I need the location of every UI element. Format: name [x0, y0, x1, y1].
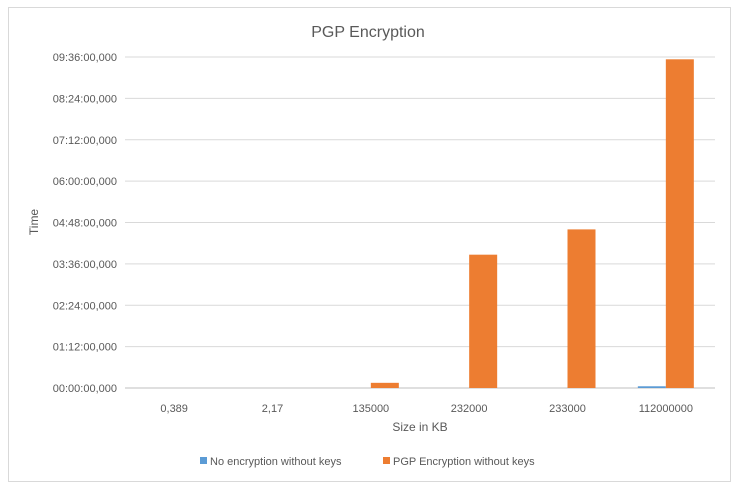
x-tick-label: 2,17 [262, 403, 283, 415]
legend-swatch [383, 457, 390, 464]
gridlines [125, 56, 715, 389]
x-tick-label: 112000000 [639, 403, 693, 415]
bar [567, 229, 596, 388]
y-tick-label: 02:24:00,000 [53, 300, 117, 312]
legend-swatch [200, 457, 207, 464]
bar [469, 254, 498, 388]
y-tick-label: 00:00:00,000 [53, 383, 117, 395]
chart-title: PGP Encryption [311, 24, 425, 41]
bar [665, 59, 694, 388]
y-axis-label: Time [27, 209, 41, 236]
x-axis-label: Size in KB [392, 420, 447, 434]
chart-frame [8, 7, 731, 482]
legend-label: PGP Encryption without keys [393, 456, 535, 468]
x-tick-label: 232000 [451, 403, 488, 415]
y-tick-label: 01:12:00,000 [53, 342, 117, 354]
x-tick-label: 233000 [549, 403, 586, 415]
x-axis-ticks: 0,389 2,17 135000 232000 233000 112000000 [160, 403, 693, 415]
x-tick-label: 135000 [352, 403, 389, 415]
x-tick-label: 0,389 [160, 403, 188, 415]
legend-label: No encryption without keys [210, 456, 342, 468]
y-tick-label: 08:24:00,000 [53, 93, 117, 105]
y-tick-label: 04:48:00,000 [53, 218, 117, 230]
bars [370, 59, 694, 388]
legend: No encryption without keys PGP Encryption… [200, 456, 535, 468]
bar [637, 386, 666, 388]
y-tick-label: 06:00:00,000 [53, 176, 117, 188]
bar [370, 382, 399, 388]
y-tick-label: 07:12:00,000 [53, 135, 117, 147]
y-tick-label: 03:36:00,000 [53, 259, 117, 271]
y-tick-label: 09:36:00,000 [53, 52, 117, 64]
y-axis-ticks: 00:00:00,000 01:12:00,000 02:24:00,000 03:3… [53, 52, 117, 395]
